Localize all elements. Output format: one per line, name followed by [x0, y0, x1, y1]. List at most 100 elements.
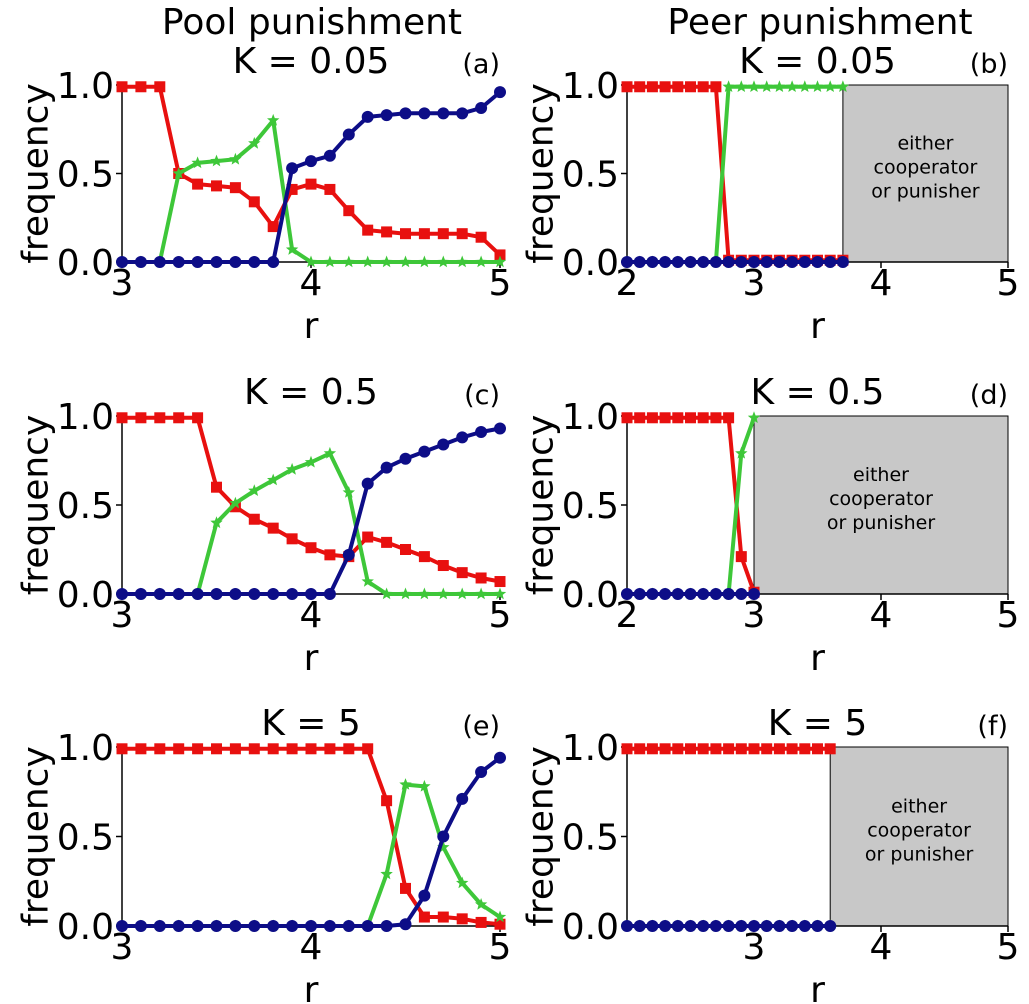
series-green	[620, 411, 761, 600]
data-point	[760, 256, 773, 268]
data-point	[671, 256, 684, 268]
data-point	[116, 743, 128, 755]
data-point	[380, 920, 393, 932]
data-point	[153, 256, 166, 268]
data-point	[248, 196, 260, 208]
data-point	[798, 920, 811, 932]
data-point	[248, 136, 261, 149]
data-point	[248, 588, 261, 600]
y-axis-label: frequency	[16, 415, 57, 596]
data-point	[211, 743, 222, 755]
data-point	[474, 587, 488, 600]
data-point	[456, 587, 469, 600]
data-point	[418, 445, 431, 458]
series-line	[122, 782, 502, 928]
data-point	[659, 743, 671, 755]
data-point	[811, 80, 824, 92]
data-point	[798, 256, 811, 268]
data-point	[646, 256, 659, 268]
data-point	[747, 80, 761, 92]
data-point	[773, 743, 785, 755]
data-point	[305, 920, 317, 932]
data-point	[709, 920, 722, 932]
data-point	[735, 446, 748, 459]
data-point	[672, 81, 684, 93]
data-point	[659, 920, 672, 932]
panel-label: (b)	[970, 49, 1008, 80]
series-red	[621, 412, 760, 598]
x-tick-label: 3	[743, 927, 766, 968]
shade-label-line: cooperator	[867, 820, 971, 842]
data-point	[456, 913, 468, 925]
data-point	[267, 743, 279, 755]
data-point	[684, 588, 697, 600]
data-point	[399, 918, 412, 931]
data-point	[400, 882, 411, 894]
data-point	[735, 743, 747, 755]
data-point	[323, 255, 337, 268]
data-point	[135, 743, 147, 755]
data-point	[437, 830, 450, 843]
x-tick-label: 3	[111, 263, 134, 304]
data-point	[248, 743, 260, 755]
data-point	[210, 920, 223, 932]
data-point	[697, 412, 709, 424]
data-point	[437, 228, 449, 240]
y-tick-label: 0.5	[562, 486, 619, 527]
data-point	[361, 575, 374, 587]
data-point	[722, 588, 735, 600]
data-point	[475, 231, 487, 243]
data-point	[634, 412, 646, 424]
data-point	[456, 255, 469, 268]
data-point	[305, 155, 317, 168]
x-tick-label: 2	[616, 263, 639, 304]
data-point	[267, 920, 280, 932]
panel-c: 0.0 0.5 1.0 3 4 5 r frequency K = 0.5 (c)	[16, 372, 512, 679]
data-point	[210, 516, 223, 529]
data-point	[786, 920, 799, 932]
data-point	[343, 205, 355, 217]
data-point	[229, 920, 242, 932]
data-point	[494, 86, 506, 99]
data-point	[773, 920, 786, 932]
data-point	[248, 920, 261, 932]
data-point	[475, 102, 488, 115]
data-point	[343, 743, 355, 755]
data-point	[494, 422, 506, 435]
chart-title: K = 5	[261, 703, 361, 744]
data-point	[267, 113, 280, 126]
y-axis-label: frequency	[16, 746, 57, 927]
data-point	[621, 920, 633, 932]
chart-title: K = 5	[768, 703, 868, 744]
data-point	[248, 513, 260, 525]
data-point	[229, 588, 242, 600]
data-point	[173, 412, 185, 424]
data-point	[135, 412, 147, 424]
data-point	[380, 461, 393, 474]
data-point	[824, 920, 837, 932]
data-point	[621, 81, 633, 93]
x-tick-label: 3	[743, 263, 766, 304]
data-point	[786, 743, 798, 755]
shaded-region	[830, 747, 1008, 926]
data-point	[286, 533, 298, 545]
data-point	[494, 576, 506, 588]
data-point	[362, 531, 374, 543]
data-point	[399, 452, 412, 465]
data-point	[811, 256, 824, 268]
x-tick-label: 5	[997, 263, 1020, 304]
data-point	[361, 920, 374, 932]
data-point	[191, 588, 204, 600]
y-tick-label: 1.0	[562, 728, 619, 769]
column-title-pool: Pool punishment	[162, 2, 462, 43]
chart-title: K = 0.05	[233, 41, 390, 82]
data-point	[229, 743, 241, 755]
data-point	[437, 107, 450, 120]
data-point	[824, 80, 837, 92]
x-tick-label: 5	[489, 595, 512, 636]
data-point	[361, 110, 374, 123]
data-point	[172, 256, 185, 268]
shade-label-line: cooperator	[874, 157, 978, 179]
